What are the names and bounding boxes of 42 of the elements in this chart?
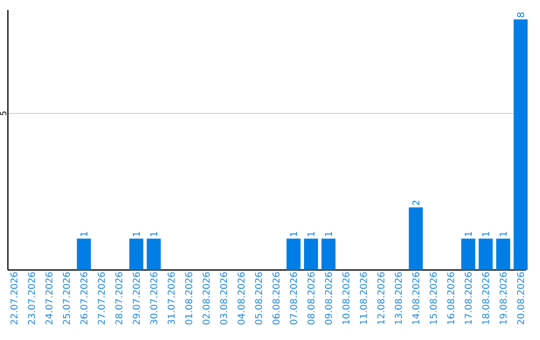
x-tick-label: 24.07.2026 — [45, 272, 52, 324]
x-tick-label: 11.08.2026 — [360, 272, 367, 324]
data-label: 8 — [517, 12, 524, 18]
x-tick-label: 14.08.2026 — [412, 272, 420, 324]
x-tick-label: 10.08.2026 — [342, 272, 350, 324]
x-tick-label: 31.07.2026 — [168, 272, 175, 324]
x-tick-label: 12.08.2026 — [377, 272, 384, 324]
data-label: 1 — [308, 232, 314, 236]
x-tick-label: 29.07.2026 — [132, 272, 140, 324]
x-tick-label: 23.07.2026 — [28, 272, 35, 324]
x-tick-label: 06.08.2026 — [272, 272, 280, 324]
data-label: 1 — [325, 232, 332, 236]
data-label: 1 — [464, 232, 472, 236]
x-tick-label: 03.08.2026 — [220, 272, 228, 324]
data-label: 1 — [132, 232, 140, 236]
x-tick-label: 01.08.2026 — [185, 272, 192, 324]
x-tick-label: 04.08.2026 — [238, 272, 245, 324]
x-tick-label: 08.08.2026 — [307, 272, 315, 324]
x-tick-label: 09.08.2026 — [324, 272, 332, 324]
x-tick-label: 07.08.2026 — [290, 272, 298, 324]
x-tick-label: 13.08.2026 — [394, 272, 402, 324]
x-tick-label: 15.08.2026 — [430, 272, 437, 324]
x-tick-label: 26.07.2026 — [80, 272, 88, 324]
data-label: 1 — [500, 232, 507, 236]
x-tick-label: 20.08.2026 — [517, 272, 524, 324]
data-label: 1 — [482, 232, 490, 236]
x-tick-label: 19.08.2026 — [500, 272, 507, 324]
x-tick-label: 25.07.2026 — [62, 272, 70, 324]
data-label: 2 — [412, 200, 420, 206]
data-label: 1 — [150, 232, 158, 236]
x-tick-label: 30.07.2026 — [150, 272, 158, 324]
data-label: 1 — [80, 232, 88, 236]
x-tick-label: 18.08.2026 — [482, 272, 490, 324]
x-tick-label: 05.08.2026 — [255, 272, 262, 324]
y-tick-label: 5 — [0, 112, 6, 116]
x-tick-label: 16.08.2026 — [447, 272, 454, 324]
data-label: 1 — [290, 232, 297, 236]
x-tick-label: 02.08.2026 — [202, 272, 210, 324]
x-tick-label: 28.07.2026 — [115, 272, 122, 324]
x-tick-label: 27.07.2026 — [98, 272, 105, 324]
x-tick-label: 22.07.2026 — [10, 272, 18, 324]
x-tick-label: 17.08.2026 — [464, 272, 472, 324]
